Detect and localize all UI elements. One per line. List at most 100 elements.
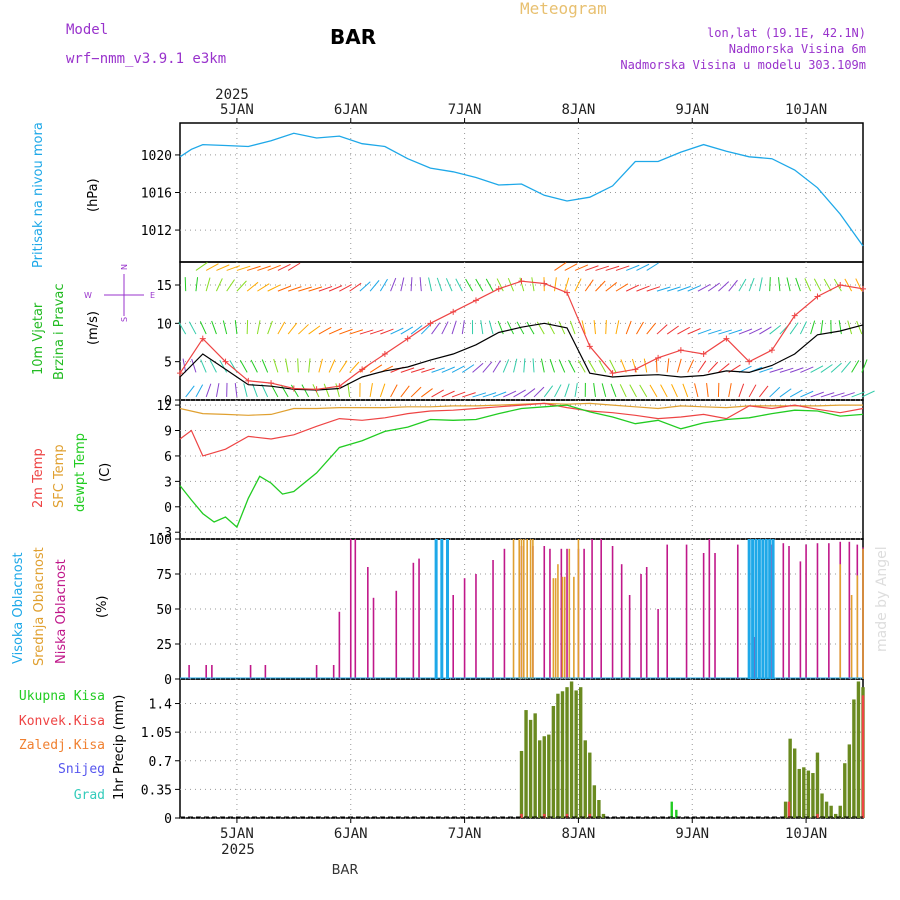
wind-arrow <box>485 278 494 292</box>
cloud-bar <box>591 539 593 679</box>
wind-arrow <box>205 277 211 292</box>
wind-compass: N S W E <box>84 264 155 322</box>
y-tick-label: 25 <box>156 638 172 653</box>
wind-arrow <box>595 265 609 271</box>
cloud-label-low: Niska Oblacnost <box>54 559 69 664</box>
wind-arrow <box>786 277 791 292</box>
wind-arrow <box>441 366 455 373</box>
precip-bar <box>838 805 842 818</box>
wind-gust-marker <box>472 297 479 304</box>
cloud-bar <box>583 548 585 679</box>
wind-arrow <box>759 326 772 335</box>
cloud-bar <box>747 539 751 679</box>
cloud-bar <box>332 665 335 679</box>
wind-arrow <box>492 360 501 373</box>
top-year-label: 2025 <box>215 87 249 103</box>
cloud-bar <box>492 560 494 679</box>
wind-arrow <box>769 324 781 335</box>
wind-arrow <box>656 286 671 292</box>
wind-arrow <box>748 327 763 335</box>
bottom-date-labels: 5JAN 6JAN 7JAN 8JAN 9JAN 10JAN <box>220 826 827 842</box>
pressure-line <box>179 132 864 247</box>
wind-arrow <box>610 383 617 398</box>
cloud-bar <box>529 539 532 679</box>
wind-arrow <box>759 367 773 373</box>
wind-arrow <box>687 328 701 335</box>
wind-arrow <box>482 361 493 373</box>
wind-gust-marker <box>837 282 844 288</box>
wind-arrow <box>601 383 607 398</box>
precip-bar <box>574 690 578 818</box>
cloud-bar <box>757 539 761 679</box>
cloud-bar <box>708 539 711 679</box>
wind-arrow <box>558 321 566 335</box>
y-tick-label: 9 <box>164 425 172 440</box>
wind-arrow <box>769 277 771 292</box>
wind-arrow <box>694 383 699 398</box>
bottom-date-label: 9JAN <box>675 826 709 842</box>
wind-arrow <box>636 285 650 292</box>
cloud-bar <box>799 561 802 679</box>
precip-bar <box>824 801 829 818</box>
wind-arrow <box>298 324 309 335</box>
wind-arrow <box>285 358 289 373</box>
wind-arrow <box>445 278 453 292</box>
wind-arrow <box>649 384 658 398</box>
cloud-bar <box>418 558 420 679</box>
wind-arrow <box>496 278 504 292</box>
wind-arrow <box>379 383 386 398</box>
wind-arrow <box>667 286 681 292</box>
wind-arrow <box>215 383 220 398</box>
wind-arrow <box>252 383 258 398</box>
wind-arrow <box>748 384 757 398</box>
wind-gust-marker <box>199 335 206 342</box>
cloud-bar <box>666 544 669 679</box>
precip-bar <box>847 744 852 818</box>
wind-arrow <box>581 320 586 335</box>
wind-arrow <box>420 323 432 335</box>
wind-arrow <box>646 262 659 271</box>
wind-arrow <box>676 358 682 373</box>
pressure-label: Pritisak na nivou mora <box>31 122 46 268</box>
wind-arrow <box>598 359 607 373</box>
wind-arrow <box>666 325 679 335</box>
precip-bar <box>806 770 811 818</box>
wind-arrow <box>400 277 405 292</box>
precip-legend-conv: Konvek.Kisa <box>19 714 105 729</box>
wind-gust-marker <box>245 377 252 384</box>
y-tick-label: 50 <box>156 603 172 618</box>
wind-arrow <box>609 359 617 373</box>
wind-arrow <box>769 386 781 398</box>
wind-arrow <box>856 320 863 335</box>
wind-arrow <box>349 329 364 335</box>
temp-label-sfc: SFC Temp <box>52 444 67 508</box>
cloud-bar <box>372 597 375 679</box>
cloud-bar <box>367 567 369 679</box>
wind-arrow <box>335 383 340 398</box>
wind-gust-marker <box>860 285 866 292</box>
wind-arrow <box>400 367 415 373</box>
cloud-bar <box>395 590 398 679</box>
wind-arrow <box>431 389 444 398</box>
wind-gust-marker <box>222 358 229 365</box>
precip-bar <box>551 705 556 818</box>
wind-arrow <box>789 322 799 335</box>
cloud-bar <box>848 541 851 679</box>
wind-arrow <box>410 277 413 292</box>
wind-arrow <box>574 264 589 271</box>
wind-arrow <box>379 278 388 292</box>
wind-arrow <box>847 320 853 335</box>
precip-bar <box>592 785 597 818</box>
wind-gust-marker <box>541 280 548 287</box>
wind-arrow <box>277 263 291 271</box>
precip-bar <box>528 719 533 818</box>
cloud-bar <box>563 576 566 679</box>
wind-arrow <box>540 358 545 373</box>
wind-arrow <box>287 262 301 271</box>
wind-arrow <box>605 282 618 292</box>
cloud-bar <box>205 665 207 679</box>
wind-arrow <box>605 320 607 335</box>
temp-unit: (C) <box>98 463 113 482</box>
wind-arrow <box>349 361 360 373</box>
